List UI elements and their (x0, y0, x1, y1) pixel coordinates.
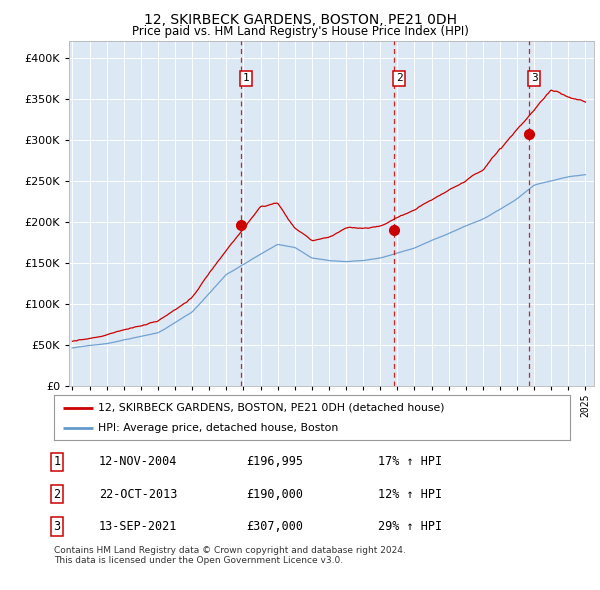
Text: 12, SKIRBECK GARDENS, BOSTON, PE21 0DH (detached house): 12, SKIRBECK GARDENS, BOSTON, PE21 0DH (… (98, 403, 445, 412)
Text: 2: 2 (53, 487, 61, 501)
Text: 3: 3 (531, 73, 538, 83)
Text: 13-SEP-2021: 13-SEP-2021 (99, 520, 178, 533)
Text: Price paid vs. HM Land Registry's House Price Index (HPI): Price paid vs. HM Land Registry's House … (131, 25, 469, 38)
Text: 2: 2 (396, 73, 403, 83)
Text: 12% ↑ HPI: 12% ↑ HPI (378, 487, 442, 501)
Text: 17% ↑ HPI: 17% ↑ HPI (378, 455, 442, 468)
Text: 12, SKIRBECK GARDENS, BOSTON, PE21 0DH: 12, SKIRBECK GARDENS, BOSTON, PE21 0DH (143, 13, 457, 27)
Text: 29% ↑ HPI: 29% ↑ HPI (378, 520, 442, 533)
Text: Contains HM Land Registry data © Crown copyright and database right 2024.
This d: Contains HM Land Registry data © Crown c… (54, 546, 406, 565)
Text: HPI: Average price, detached house, Boston: HPI: Average price, detached house, Bost… (98, 424, 338, 434)
Text: 1: 1 (243, 73, 250, 83)
Text: £307,000: £307,000 (246, 520, 303, 533)
Text: 12-NOV-2004: 12-NOV-2004 (99, 455, 178, 468)
Text: 1: 1 (53, 455, 61, 468)
Text: 22-OCT-2013: 22-OCT-2013 (99, 487, 178, 501)
Text: £196,995: £196,995 (246, 455, 303, 468)
Text: 3: 3 (53, 520, 61, 533)
Text: £190,000: £190,000 (246, 487, 303, 501)
